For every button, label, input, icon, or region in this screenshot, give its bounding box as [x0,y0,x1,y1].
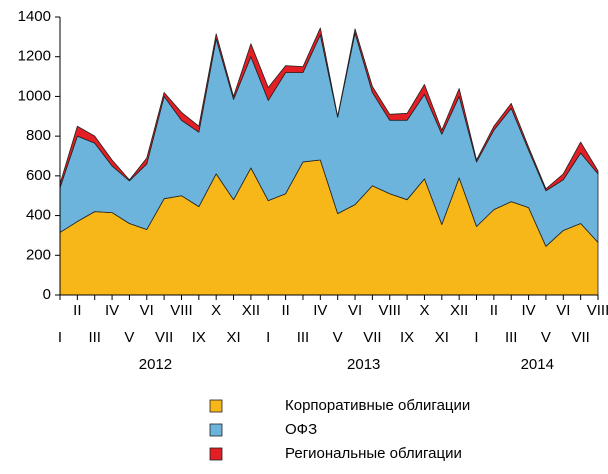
x-tick-label: V [333,329,343,346]
x-tick-label: VII [155,329,173,346]
x-tick-label: VII [363,329,381,346]
y-tick-label: 800 [26,127,51,144]
x-tick-label: I [58,329,62,346]
x-tick-label: V [124,329,134,346]
legend-label: Корпоративные облигации [285,397,470,414]
x-tick-label: IX [400,329,414,346]
x-tick-label: IV [521,302,535,319]
year-label: 2013 [347,356,380,373]
x-tick-label: IX [192,329,206,346]
x-tick-label: I [474,329,478,346]
year-label: 2014 [521,356,554,373]
x-tick-label: I [266,329,270,346]
area [59,27,599,192]
y-tick-label: 0 [43,286,51,303]
x-tick-label: IV [105,302,119,319]
y-tick-label: 1400 [18,8,51,25]
x-tick-label: IV [313,302,327,319]
x-tick-label: VIII [378,302,401,319]
legend-label: Региональные облигации [285,445,462,462]
x-tick-label: III [88,329,101,346]
x-tick-label: X [211,302,221,319]
x-tick-label: VIII [170,302,193,319]
x-tick-label: XII [450,302,468,319]
year-label: 2012 [139,356,172,373]
x-tick-label: III [505,329,518,346]
legend-swatch [209,423,223,437]
x-tick-label: VIII [587,302,608,319]
x-tick-label: II [281,302,289,319]
x-tick-label: VI [348,302,362,319]
x-tick-label: III [297,329,310,346]
x-tick-label: II [73,302,81,319]
y-tick-label: 600 [26,167,51,184]
x-tick-label: II [490,302,498,319]
legend-swatch [209,447,223,461]
legend-swatch [209,399,223,413]
x-tick-label: XI [226,329,240,346]
y-tick-label: 1000 [18,87,51,104]
x-tick-label: XII [242,302,260,319]
y-tick-label: 200 [26,246,51,263]
x-tick-label: VI [140,302,154,319]
x-tick-label: VI [556,302,570,319]
x-tick-label: V [541,329,551,346]
x-tick-label: X [419,302,429,319]
legend-label: ОФЗ [285,421,317,438]
y-tick-label: 1200 [18,48,51,65]
x-tick-label: XI [435,329,449,346]
y-tick-label: 400 [26,207,51,224]
x-tick-label: VII [571,329,589,346]
